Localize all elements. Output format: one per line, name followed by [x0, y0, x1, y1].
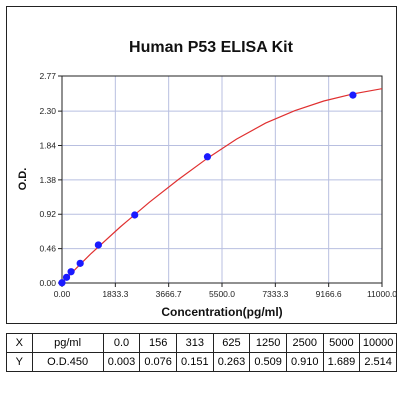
table-cell: 5000 [322, 333, 361, 353]
data-point [58, 279, 66, 287]
table-cell: 156 [139, 333, 177, 353]
chart-title: Human P53 ELISA Kit [129, 39, 294, 56]
y-axis-label: O.D. [17, 168, 29, 191]
x-tick-label: 0.00 [54, 289, 71, 299]
data-point [62, 273, 71, 281]
table-cell: 0.076 [139, 352, 177, 372]
table-cell: pg/ml [31, 333, 104, 353]
table-cell: 1250 [249, 333, 287, 353]
x-tick-label: 11000.0 [367, 289, 396, 299]
y-tick-label: 0.92 [39, 209, 56, 219]
table-cell: 2500 [285, 333, 324, 353]
x-tick-label: 7333.3 [262, 289, 288, 299]
table-cell: O.D.450 [31, 352, 104, 372]
table-cell: 313 [175, 333, 214, 353]
table-cell: X [6, 333, 33, 353]
table-cell: 0.151 [175, 352, 214, 372]
data-point [94, 241, 102, 249]
x-tick-label: 3666.7 [156, 289, 182, 299]
x-axis-label: Concentration(pg/ml) [161, 305, 282, 319]
table-cell: 0.003 [102, 352, 141, 372]
table-cell: 625 [212, 333, 251, 353]
x-tick-label: 1833.3 [102, 289, 128, 299]
x-tick-label: 9166.6 [316, 289, 342, 299]
data-point [131, 211, 139, 219]
table-cell: 0.509 [249, 352, 287, 372]
data-point [76, 259, 84, 267]
chart-svg: Human P53 ELISA Kit 0.00 1833.3 3666.7 5500… [17, 39, 396, 319]
table-cell: 0.0 [102, 333, 141, 353]
table-cell: 0.910 [285, 352, 324, 372]
y-tick-label: 1.84 [39, 140, 56, 150]
table-cell: 0.263 [212, 352, 251, 372]
y-tick-label: 2.77 [39, 71, 56, 81]
tick-layer: 0.00 1833.3 3666.7 5500.0 7333.3 9166.6 11000.… [39, 71, 396, 299]
table-cell: 2.514 [359, 352, 397, 372]
table-cell: 1.689 [322, 352, 361, 372]
x-tick-label: 5500.0 [209, 289, 235, 299]
table-row: Y O.D.450 0.003 0.076 0.151 0.263 0.509 0.910 1.… [6, 352, 397, 372]
y-tick-label: 2.30 [39, 106, 56, 116]
y-tick-label: 1.38 [39, 175, 56, 185]
y-tick-label: 0.00 [39, 278, 56, 288]
grid-layer [62, 76, 382, 283]
data-point [203, 153, 212, 161]
points-layer [58, 91, 357, 287]
data-point [67, 268, 75, 276]
chart-frame: Human P53 ELISA Kit 0.00 1833.3 3666.7 5500… [6, 6, 397, 324]
table-cell: 10000 [359, 333, 397, 353]
data-point [349, 91, 357, 99]
table-cell: Y [6, 352, 33, 372]
y-tick-label: 0.46 [39, 244, 56, 254]
